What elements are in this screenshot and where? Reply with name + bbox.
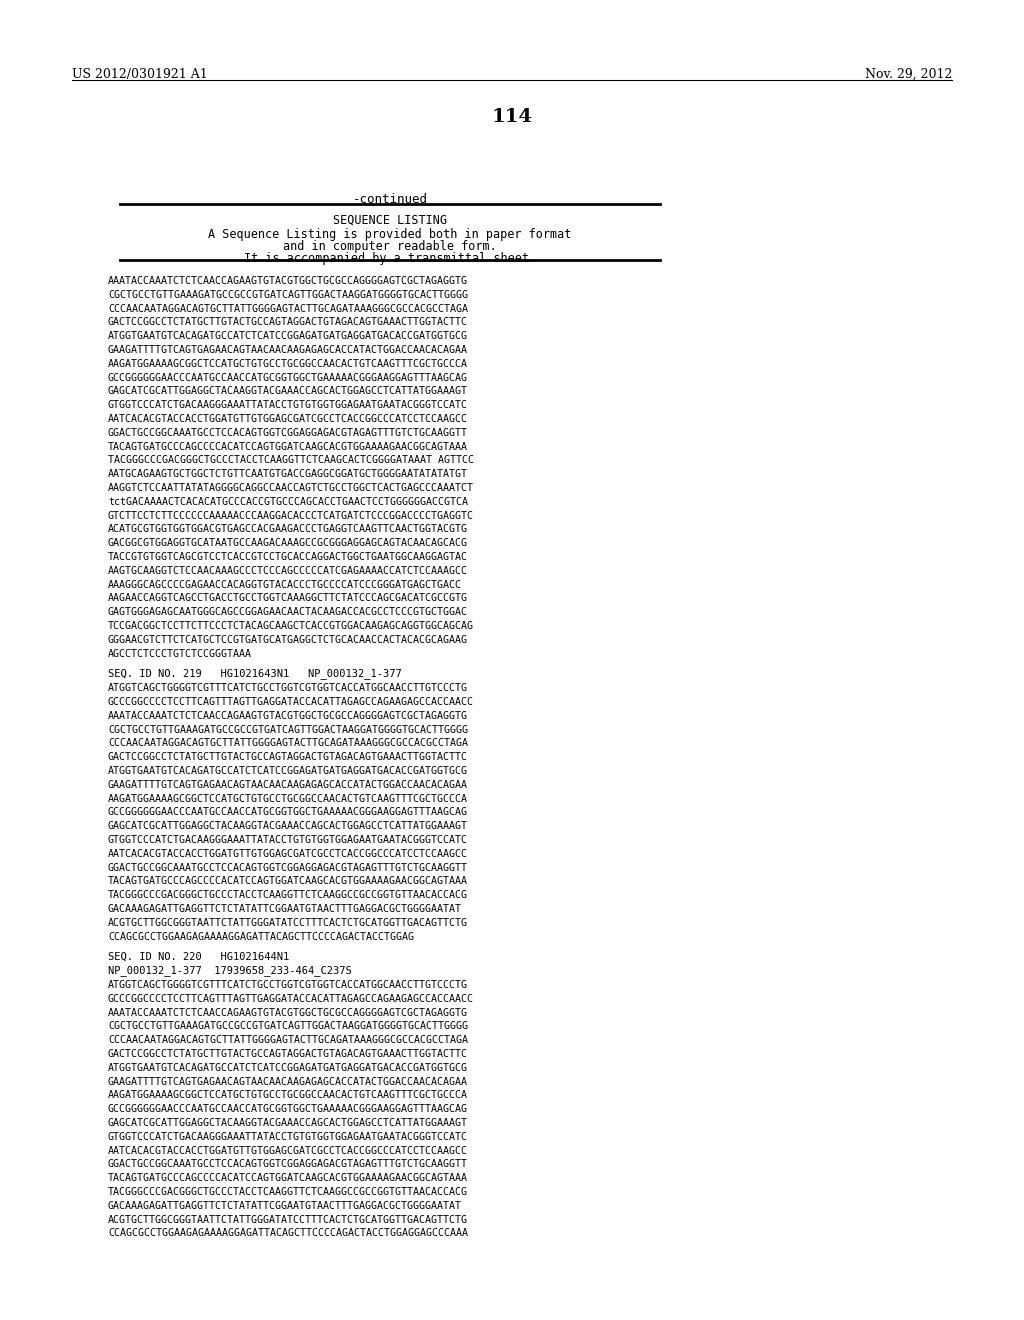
Text: GAGCATCGCATTGGAGGCTACAAGGTACGAAACCAGCACTGGAGCCTCATTATGGAAAGT: GAGCATCGCATTGGAGGCTACAAGGTACGAAACCAGCACT… bbox=[108, 1118, 468, 1129]
Text: GTGGTCCCATCTGACAAGGGAAATTATACCTGTGTGGTGGAGAATGAATACGGGTCCATC: GTGGTCCCATCTGACAAGGGAAATTATACCTGTGTGGTGG… bbox=[108, 1131, 468, 1142]
Text: TACCGTGTGGTCAGCGTCCTCACCGTCCTGCACCAGGACTGGCTGAATGGCAAGGAGTAC: TACCGTGTGGTCAGCGTCCTCACCGTCCTGCACCAGGACT… bbox=[108, 552, 468, 562]
Text: TACGGGCCCGACGGGCTGCCCTACCTCAAGGTTCTCAAGGCCGCCGGTGTTAACACCACG: TACGGGCCCGACGGGCTGCCCTACCTCAAGGTTCTCAAGG… bbox=[108, 890, 468, 900]
Text: GAGTGGGAGAGCAATGGGCAGCCGGAGAACAACTACAAGACCACGCCTCCCGTGCTGGAC: GAGTGGGAGAGCAATGGGCAGCCGGAGAACAACTACAAGA… bbox=[108, 607, 468, 618]
Text: GAGCATCGCATTGGAGGCTACAAGGTACGAAACCAGCACTGGAGCCTCATTATGGAAAGT: GAGCATCGCATTGGAGGCTACAAGGTACGAAACCAGCACT… bbox=[108, 821, 468, 832]
Text: It is accompanied by a transmittal sheet.: It is accompanied by a transmittal sheet… bbox=[244, 252, 536, 265]
Text: AAGTGCAAGGTCTCCAACAAAGCCCTCCCAGCCCCCATCGAGAAAACCATCTCCAAAGCC: AAGTGCAAGGTCTCCAACAAAGCCCTCCCAGCCCCCATCG… bbox=[108, 566, 468, 576]
Text: CGCTGCCTGTTGAAAGATGCCGCCGTGATCAGTTGGACTAAGGATGGGGTGCACTTGGGG: CGCTGCCTGTTGAAAGATGCCGCCGTGATCAGTTGGACTA… bbox=[108, 290, 468, 300]
Text: AAGAACCAGGTCAGCCTGACCTGCCTGGTCAAAGGCTTCTATCCCAGCGACATCGCCGTG: AAGAACCAGGTCAGCCTGACCTGCCTGGTCAAAGGCTTCT… bbox=[108, 594, 468, 603]
Text: GACGGCGTGGAGGTGCATAATGCCAAGACAAAGCCGCGGGAGGAGCAGTACAACAGCACG: GACGGCGTGGAGGTGCATAATGCCAAGACAAAGCCGCGGG… bbox=[108, 539, 468, 548]
Text: TACAGTGATGCCCAGCCCCACATCCAGTGGATCAAGCACGTGGAAAAGAACGGCAGTAAA: TACAGTGATGCCCAGCCCCACATCCAGTGGATCAAGCACG… bbox=[108, 1173, 468, 1183]
Text: ACATGCGTGGTGGTGGACGTGAGCCACGAAGACCCTGAGGTCAAGTTCAACTGGTACGTG: ACATGCGTGGTGGTGGACGTGAGCCACGAAGACCCTGAGG… bbox=[108, 524, 468, 535]
Text: AAGATGGAAAAGCGGCTCCATGCTGTGCCTGCGGCCAACACTGTCAAGTTTCGCTGCCCA: AAGATGGAAAAGCGGCTCCATGCTGTGCCTGCGGCCAACA… bbox=[108, 359, 468, 368]
Text: ATGGTGAATGTCACAGATGCCATCTCATCCGGAGATGATGAGGATGACACCGATGGTGCG: ATGGTGAATGTCACAGATGCCATCTCATCCGGAGATGATG… bbox=[108, 766, 468, 776]
Text: CGCTGCCTGTTGAAAGATGCCGCCGTGATCAGTTGGACTAAGGATGGGGTGCACTTGGGG: CGCTGCCTGTTGAAAGATGCCGCCGTGATCAGTTGGACTA… bbox=[108, 725, 468, 735]
Text: SEQ. ID NO. 219   HG1021643N1   NP_000132_1-377: SEQ. ID NO. 219 HG1021643N1 NP_000132_1-… bbox=[108, 668, 401, 680]
Text: AAGATGGAAAAGCGGCTCCATGCTGTGCCTGCGGCCAACACTGTCAAGTTTCGCTGCCCA: AAGATGGAAAAGCGGCTCCATGCTGTGCCTGCGGCCAACA… bbox=[108, 793, 468, 804]
Text: CCAGCGCCTGGAAGAGAAAAGGAGATTACAGCTTCCCCAGACTACCTGGAG: CCAGCGCCTGGAAGAGAAAAGGAGATTACAGCTTCCCCAG… bbox=[108, 932, 414, 941]
Text: GGACTGCCGGCAAATGCCTCCACAGTGGTCGGAGGAGACGTAGAGTTTGTCTGCAAGGTT: GGACTGCCGGCAAATGCCTCCACAGTGGTCGGAGGAGACG… bbox=[108, 428, 468, 438]
Text: -continued: -continued bbox=[352, 193, 427, 206]
Text: NP_000132_1-377  17939658_233-464_C237S: NP_000132_1-377 17939658_233-464_C237S bbox=[108, 965, 352, 975]
Text: GCCCGGCCCCTCCTTCAGTTTAGTTGAGGATACCACATTAGAGCCAGAAGAGCCACCAACC: GCCCGGCCCCTCCTTCAGTTTAGTTGAGGATACCACATTA… bbox=[108, 994, 474, 1003]
Text: CCCAACAATAGGACAGTGCTTATTGGGGAGTACTTGCAGATAAAGGGCGCCACGCCTAGA: CCCAACAATAGGACAGTGCTTATTGGGGAGTACTTGCAGA… bbox=[108, 1035, 468, 1045]
Text: ATGGTCAGCTGGGGTCGTTTCATCTGCCTGGTCGTGGTCACCATGGCAACCTTGTCCCTG: ATGGTCAGCTGGGGTCGTTTCATCTGCCTGGTCGTGGTCA… bbox=[108, 684, 468, 693]
Text: CCAGCGCCTGGAAGAGAAAAGGAGATTACAGCTTCCCCAGACTACCTGGAGGAGCCCAAA: CCAGCGCCTGGAAGAGAAAAGGAGATTACAGCTTCCCCAG… bbox=[108, 1229, 468, 1238]
Text: tctGACAAAACTCACACATGCCCACCGTGCCCAGCACCTGAACTCCTGGGGGGACCGTCA: tctGACAAAACTCACACATGCCCACCGTGCCCAGCACCTG… bbox=[108, 496, 468, 507]
Text: TACGGGCCCGACGGGCTGCCCTACCTCAAGGTTCTCAAGCACTCGGGGATAAAT AGTTCC: TACGGGCCCGACGGGCTGCCCTACCTCAAGGTTCTCAAGC… bbox=[108, 455, 474, 466]
Text: AATCACACGTACCACCTGGATGTTGTGGAGCGATCGCCTCACCGGCCCATCCTCCAAGCC: AATCACACGTACCACCTGGATGTTGTGGAGCGATCGCCTC… bbox=[108, 414, 468, 424]
Text: GTCTTCCTCTTCCCCCCAAAAACCCAAGGACACCCTCATGATCTCCCGGACCCCTGAGGTC: GTCTTCCTCTTCCCCCCAAAAACCCAAGGACACCCTCATG… bbox=[108, 511, 474, 520]
Text: GCCGGGGGGAACCCAATGCCAACCATGCGGTGGCTGAAAAACGGGAAGGAGTTTAAGCAG: GCCGGGGGGAACCCAATGCCAACCATGCGGTGGCTGAAAA… bbox=[108, 808, 468, 817]
Text: AATGCAGAAGTGCTGGCTCTGTTCAATGTGACCGAGGCGGATGCTGGGGAATATATATGT: AATGCAGAAGTGCTGGCTCTGTTCAATGTGACCGAGGCGG… bbox=[108, 469, 468, 479]
Text: GACAAAGAGATTGAGGTTCTCTATATTCGGAATGTAACTTTGAGGACGCTGGGGAATAT: GACAAAGAGATTGAGGTTCTCTATATTCGGAATGTAACTT… bbox=[108, 904, 462, 913]
Text: ACGTGCTTGGCGGGTAATTCTATTGGGATATCCTTTCACTCTGCATGGTTGACAGTTCTG: ACGTGCTTGGCGGGTAATTCTATTGGGATATCCTTTCACT… bbox=[108, 1214, 468, 1225]
Text: Nov. 29, 2012: Nov. 29, 2012 bbox=[864, 69, 952, 81]
Text: GACTCCGGCCTCTATGCTTGTACTGCCAGTAGGACTGTAGACAGTGAAACTTGGTACTTC: GACTCCGGCCTCTATGCTTGTACTGCCAGTAGGACTGTAG… bbox=[108, 1049, 468, 1059]
Text: SEQ. ID NO. 220   HG1021644N1: SEQ. ID NO. 220 HG1021644N1 bbox=[108, 952, 289, 961]
Text: GACTCCGGCCTCTATGCTTGTACTGCCAGTAGGACTGTAGACAGTGAAACTTGGTACTTC: GACTCCGGCCTCTATGCTTGTACTGCCAGTAGGACTGTAG… bbox=[108, 752, 468, 762]
Text: AAGATGGAAAAGCGGCTCCATGCTGTGCCTGCGGCCAACACTGTCAAGTTTCGCTGCCCA: AAGATGGAAAAGCGGCTCCATGCTGTGCCTGCGGCCAACA… bbox=[108, 1090, 468, 1101]
Text: GCCGGGGGGAACCCAATGCCAACCATGCGGTGGCTGAAAAACGGGAAGGAGTTTAAGCAG: GCCGGGGGGAACCCAATGCCAACCATGCGGTGGCTGAAAA… bbox=[108, 1105, 468, 1114]
Text: AATCACACGTACCACCTGGATGTTGTGGAGCGATCGCCTCACCGGCCCATCCTCCAAGCC: AATCACACGTACCACCTGGATGTTGTGGAGCGATCGCCTC… bbox=[108, 1146, 468, 1155]
Text: GAGCATCGCATTGGAGGCTACAAGGTACGAAACCAGCACTGGAGCCTCATTATGGAAAGT: GAGCATCGCATTGGAGGCTACAAGGTACGAAACCAGCACT… bbox=[108, 387, 468, 396]
Text: AGCCTCTCCCTGTCTCCGGGTAAA: AGCCTCTCCCTGTCTCCGGGTAAA bbox=[108, 648, 252, 659]
Text: TCCGACGGCTCCTTCTTCCCTCTACAGCAAGCTCACCGTGGACAAGAGCAGGTGGCAGCAG: TCCGACGGCTCCTTCTTCCCTCTACAGCAAGCTCACCGTG… bbox=[108, 620, 474, 631]
Text: TACGGGCCCGACGGGCTGCCCTACCTCAAGGTTCTCAAGGCCGCCGGTGTTAACACCACG: TACGGGCCCGACGGGCTGCCCTACCTCAAGGTTCTCAAGG… bbox=[108, 1187, 468, 1197]
Text: AAGGTCTCCAATTATATAGGGGCAGGCCAACCAGTCTGCCTGGCTCACTGAGCCCAAATCT: AAGGTCTCCAATTATATAGGGGCAGGCCAACCAGTCTGCC… bbox=[108, 483, 474, 492]
Text: US 2012/0301921 A1: US 2012/0301921 A1 bbox=[72, 69, 208, 81]
Text: 114: 114 bbox=[492, 108, 532, 125]
Text: GAAGATTTTGTCAGTGAGAACAGTAACAACAAGAGAGCACCATACTGGACCAACACAGAA: GAAGATTTTGTCAGTGAGAACAGTAACAACAAGAGAGCAC… bbox=[108, 345, 468, 355]
Text: AAATACCAAATCTCTCAACCAGAAGTGTACGTGGCTGCGCCAGGGGAGTCGCTAGAGGTG: AAATACCAAATCTCTCAACCAGAAGTGTACGTGGCTGCGC… bbox=[108, 276, 468, 286]
Text: ACGTGCTTGGCGGGTAATTCTATTGGGATATCCTTTCACTCTGCATGGTTGACAGTTCTG: ACGTGCTTGGCGGGTAATTCTATTGGGATATCCTTTCACT… bbox=[108, 917, 468, 928]
Text: GGACTGCCGGCAAATGCCTCCACAGTGGTCGGAGGAGACGTAGAGTTTGTCTGCAAGGTT: GGACTGCCGGCAAATGCCTCCACAGTGGTCGGAGGAGACG… bbox=[108, 1159, 468, 1170]
Text: TACAGTGATGCCCAGCCCCACATCCAGTGGATCAAGCACGTGGAAAAGAACGGCAGTAAA: TACAGTGATGCCCAGCCCCACATCCAGTGGATCAAGCACG… bbox=[108, 876, 468, 887]
Text: GGACTGCCGGCAAATGCCTCCACAGTGGTCGGAGGAGACGTAGAGTTTGTCTGCAAGGTT: GGACTGCCGGCAAATGCCTCCACAGTGGTCGGAGGAGACG… bbox=[108, 862, 468, 873]
Text: CCCAACAATAGGACAGTGCTTATTGGGGAGTACTTGCAGATAAAGGGCGCCACGCCTAGA: CCCAACAATAGGACAGTGCTTATTGGGGAGTACTTGCAGA… bbox=[108, 738, 468, 748]
Text: GACAAAGAGATTGAGGTTCTCTATATTCGGAATGTAACTTTGAGGACGCTGGGGAATAT: GACAAAGAGATTGAGGTTCTCTATATTCGGAATGTAACTT… bbox=[108, 1201, 462, 1210]
Text: CGCTGCCTGTTGAAAGATGCCGCCGTGATCAGTTGGACTAAGGATGGGGTGCACTTGGGG: CGCTGCCTGTTGAAAGATGCCGCCGTGATCAGTTGGACTA… bbox=[108, 1022, 468, 1031]
Text: GCCCGGCCCCTCCTTCAGTTTAGTTGAGGATACCACATTAGAGCCAGAAGAGCCACCAACC: GCCCGGCCCCTCCTTCAGTTTAGTTGAGGATACCACATTA… bbox=[108, 697, 474, 708]
Text: TACAGTGATGCCCAGCCCCACATCCAGTGGATCAAGCACGTGGAAAAGAACGGCAGTAAA: TACAGTGATGCCCAGCCCCACATCCAGTGGATCAAGCACG… bbox=[108, 442, 468, 451]
Text: AATCACACGTACCACCTGGATGTTGTGGAGCGATCGCCTCACCGGCCCATCCTCCAAGCC: AATCACACGTACCACCTGGATGTTGTGGAGCGATCGCCTC… bbox=[108, 849, 468, 859]
Text: AAAGGGCAGCCCCGAGAACCACAGGTGTACACCCTGCCCCATCCCGGGATGAGCTGACC: AAAGGGCAGCCCCGAGAACCACAGGTGTACACCCTGCCCC… bbox=[108, 579, 462, 590]
Text: CCCAACAATAGGACAGTGCTTATTGGGGAGTACTTGCAGATAAAGGGCGCCACGCCTAGA: CCCAACAATAGGACAGTGCTTATTGGGGAGTACTTGCAGA… bbox=[108, 304, 468, 314]
Text: GAAGATTTTGTCAGTGAGAACAGTAACAACAAGAGAGCACCATACTGGACCAACACAGAA: GAAGATTTTGTCAGTGAGAACAGTAACAACAAGAGAGCAC… bbox=[108, 780, 468, 789]
Text: ATGGTGAATGTCACAGATGCCATCTCATCCGGAGATGATGAGGATGACACCGATGGTGCG: ATGGTGAATGTCACAGATGCCATCTCATCCGGAGATGATG… bbox=[108, 1063, 468, 1073]
Text: SEQUENCE LISTING: SEQUENCE LISTING bbox=[333, 214, 447, 227]
Text: GAAGATTTTGTCAGTGAGAACAGTAACAACAAGAGAGCACCATACTGGACCAACACAGAA: GAAGATTTTGTCAGTGAGAACAGTAACAACAAGAGAGCAC… bbox=[108, 1077, 468, 1086]
Text: AAATACCAAATCTCTCAACCAGAAGTGTACGTGGCTGCGCCAGGGGAGTCGCTAGAGGTG: AAATACCAAATCTCTCAACCAGAAGTGTACGTGGCTGCGC… bbox=[108, 710, 468, 721]
Text: and in computer readable form.: and in computer readable form. bbox=[283, 240, 497, 253]
Text: ATGGTGAATGTCACAGATGCCATCTCATCCGGAGATGATGAGGATGACACCGATGGTGCG: ATGGTGAATGTCACAGATGCCATCTCATCCGGAGATGATG… bbox=[108, 331, 468, 341]
Text: GGGAACGTCTTCTCATGCTCCGTGATGCATGAGGCTCTGCACAACCACTACACGCAGAAG: GGGAACGTCTTCTCATGCTCCGTGATGCATGAGGCTCTGC… bbox=[108, 635, 468, 644]
Text: ATGGTCAGCTGGGGTCGTTTCATCTGCCTGGTCGTGGTCACCATGGCAACCTTGTCCCTG: ATGGTCAGCTGGGGTCGTTTCATCTGCCTGGTCGTGGTCA… bbox=[108, 979, 468, 990]
Text: GACTCCGGCCTCTATGCTTGTACTGCCAGTAGGACTGTAGACAGTGAAACTTGGTACTTC: GACTCCGGCCTCTATGCTTGTACTGCCAGTAGGACTGTAG… bbox=[108, 317, 468, 327]
Text: GCCGGGGGGAACCCAATGCCAACCATGCGGTGGCTGAAAAACGGGAAGGAGTTTAAGCAG: GCCGGGGGGAACCCAATGCCAACCATGCGGTGGCTGAAAA… bbox=[108, 372, 468, 383]
Text: GTGGTCCCATCTGACAAGGGAAATTATACCTGTGTGGTGGAGAATGAATACGGGTCCATC: GTGGTCCCATCTGACAAGGGAAATTATACCTGTGTGGTGG… bbox=[108, 836, 468, 845]
Text: AAATACCAAATCTCTCAACCAGAAGTGTACGTGGCTGCGCCAGGGGAGTCGCTAGAGGTG: AAATACCAAATCTCTCAACCAGAAGTGTACGTGGCTGCGC… bbox=[108, 1007, 468, 1018]
Text: GTGGTCCCATCTGACAAGGGAAATTATACCTGTGTGGTGGAGAATGAATACGGGTCCATC: GTGGTCCCATCTGACAAGGGAAATTATACCTGTGTGGTGG… bbox=[108, 400, 468, 411]
Text: A Sequence Listing is provided both in paper format: A Sequence Listing is provided both in p… bbox=[208, 228, 571, 242]
